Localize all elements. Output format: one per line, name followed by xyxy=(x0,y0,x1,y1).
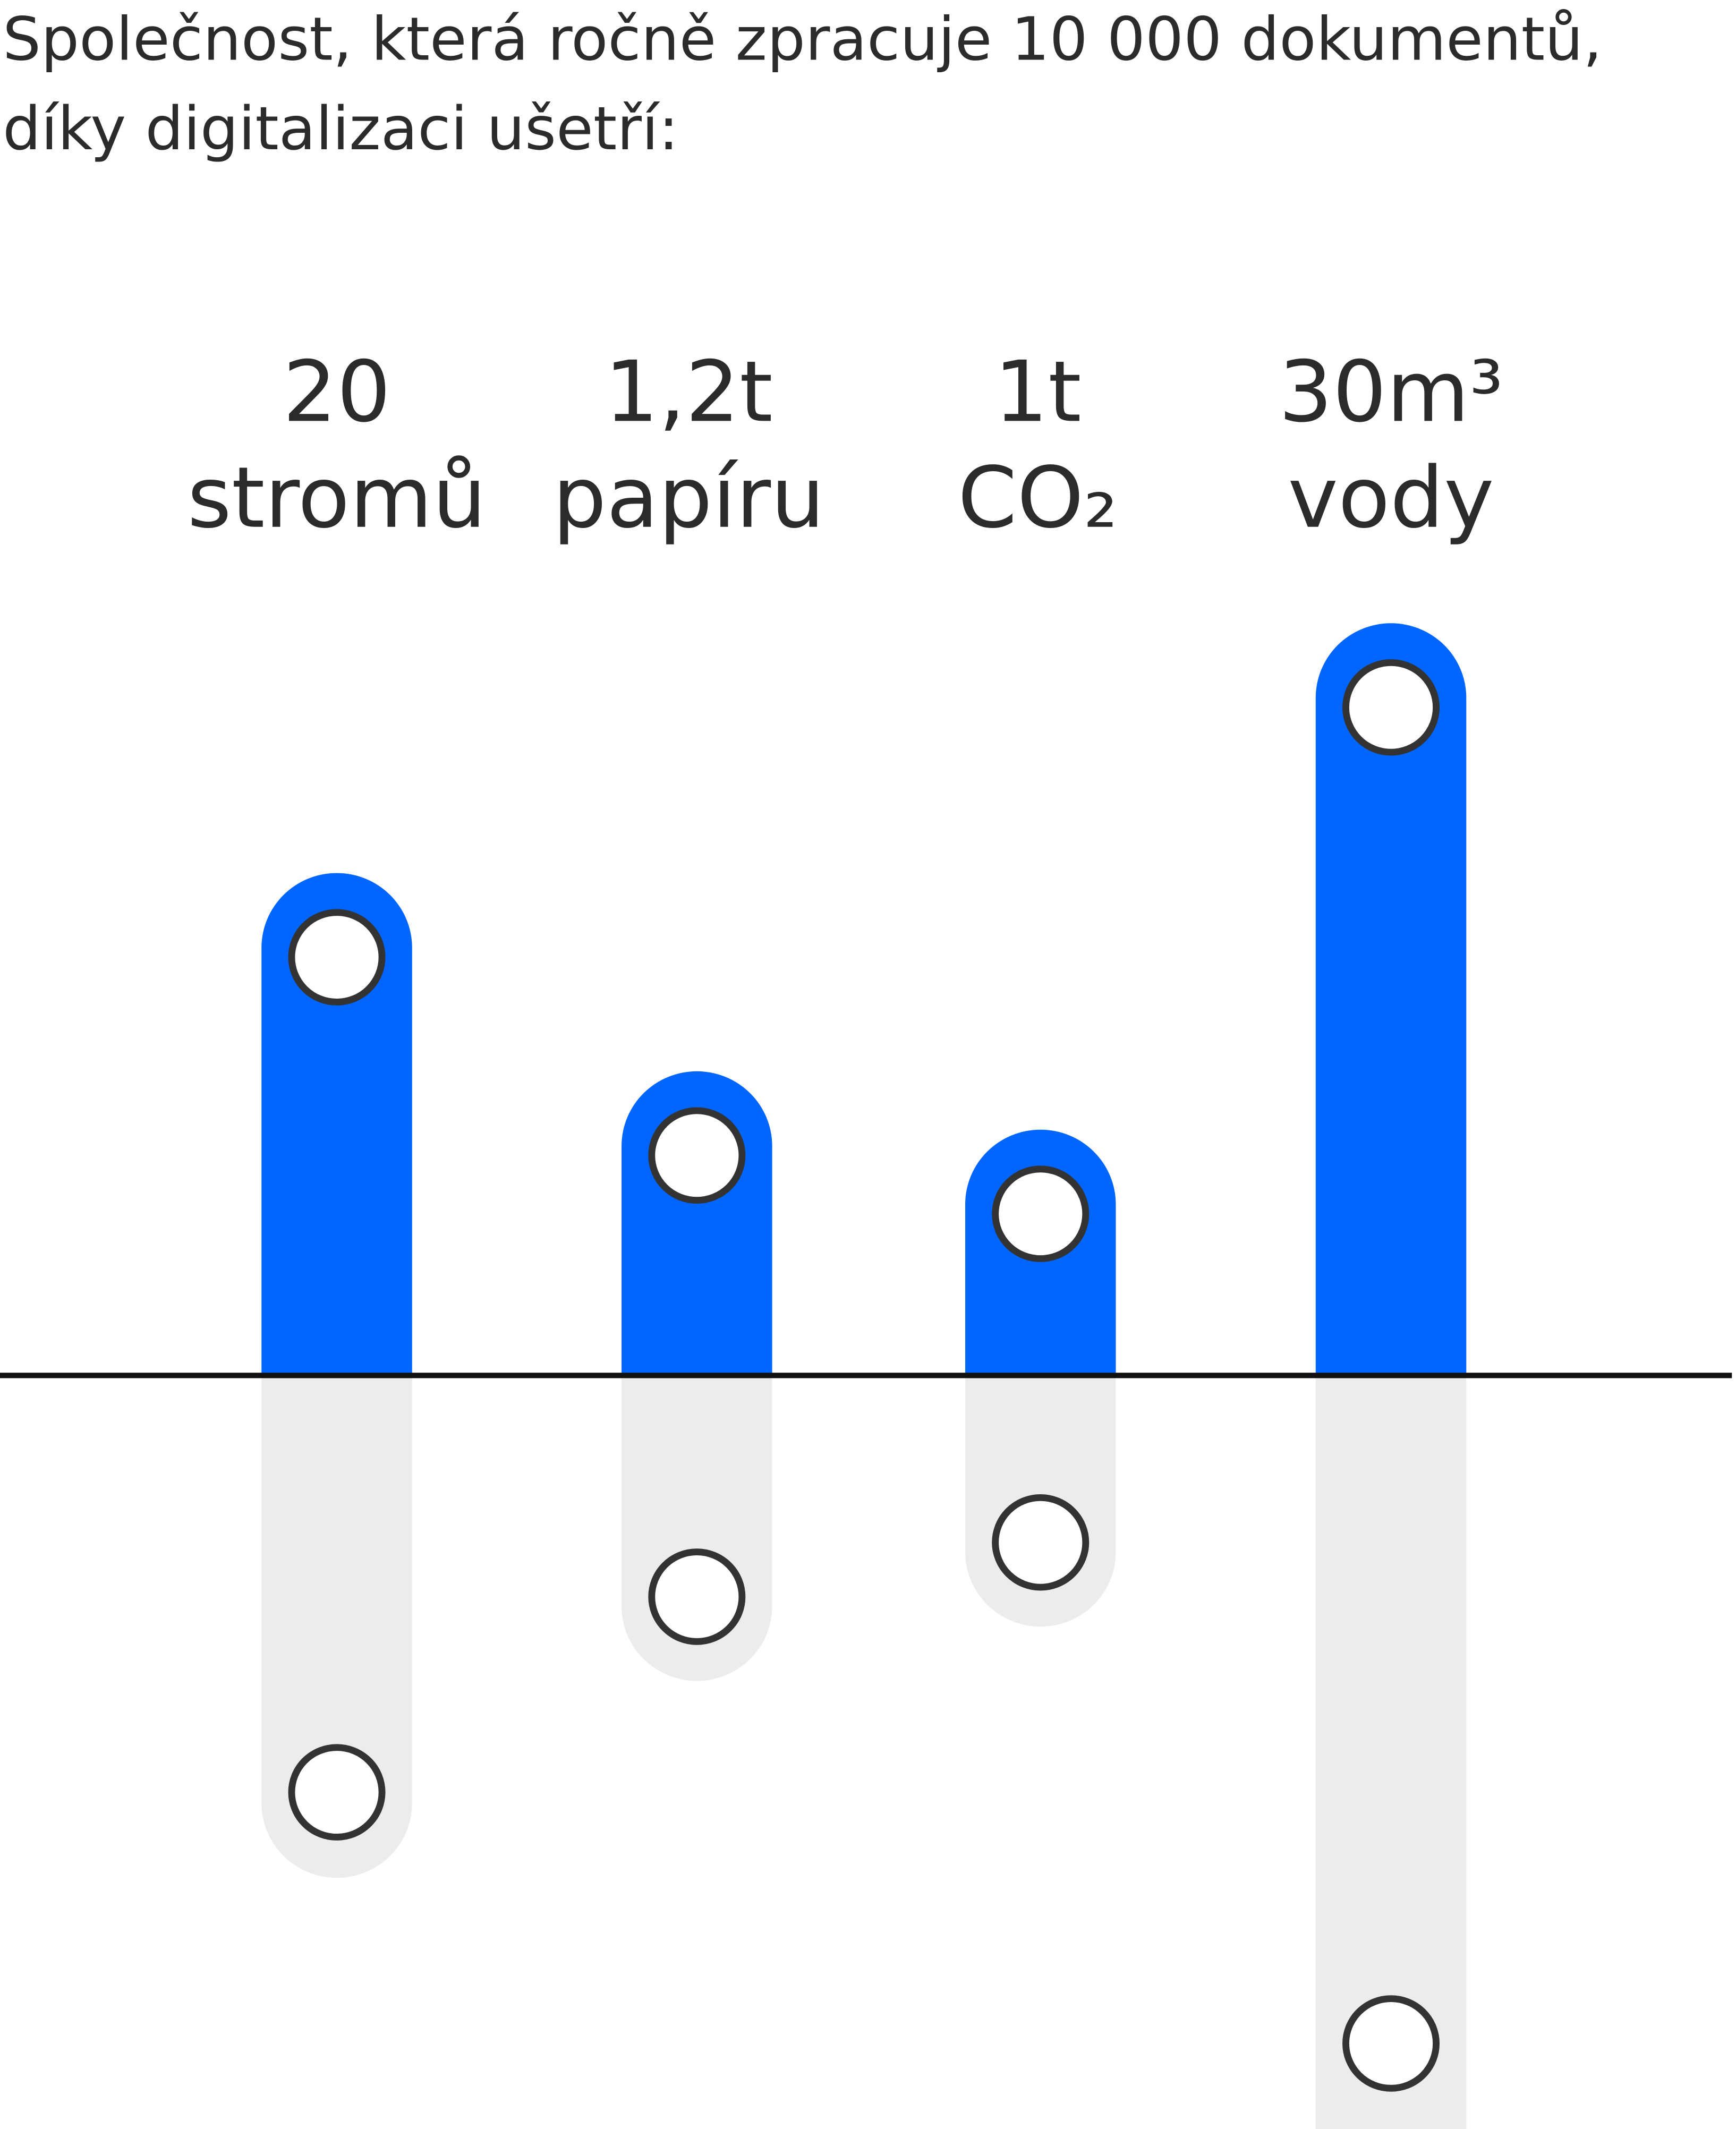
item-value: 1,2t xyxy=(605,343,773,441)
item-unit: stromů xyxy=(188,448,487,547)
title-line: díky digitalizaci ušetří: xyxy=(3,94,679,164)
dots xyxy=(288,659,1440,2092)
item-value: 1t xyxy=(994,343,1081,441)
dot xyxy=(648,1548,746,1645)
title-line: Společnost, která ročně zpracuje 10 000 … xyxy=(3,4,1602,74)
bar-above xyxy=(1315,623,1467,1376)
dot xyxy=(648,1107,746,1204)
item-unit: vody xyxy=(1288,448,1494,547)
dot xyxy=(1342,1995,1440,2092)
bar-below xyxy=(1315,1375,1467,2129)
dot xyxy=(1342,659,1440,756)
dot xyxy=(288,1744,386,1841)
bar-above xyxy=(261,873,412,1376)
item-unit: papíru xyxy=(552,448,824,547)
dot xyxy=(288,909,386,1006)
dot xyxy=(992,1165,1090,1262)
bar-below xyxy=(261,1375,412,1878)
dot xyxy=(992,1494,1090,1591)
item-unit: CO₂ xyxy=(958,448,1118,547)
item-value: 20 xyxy=(283,343,390,441)
item-value: 30m³ xyxy=(1279,343,1503,441)
